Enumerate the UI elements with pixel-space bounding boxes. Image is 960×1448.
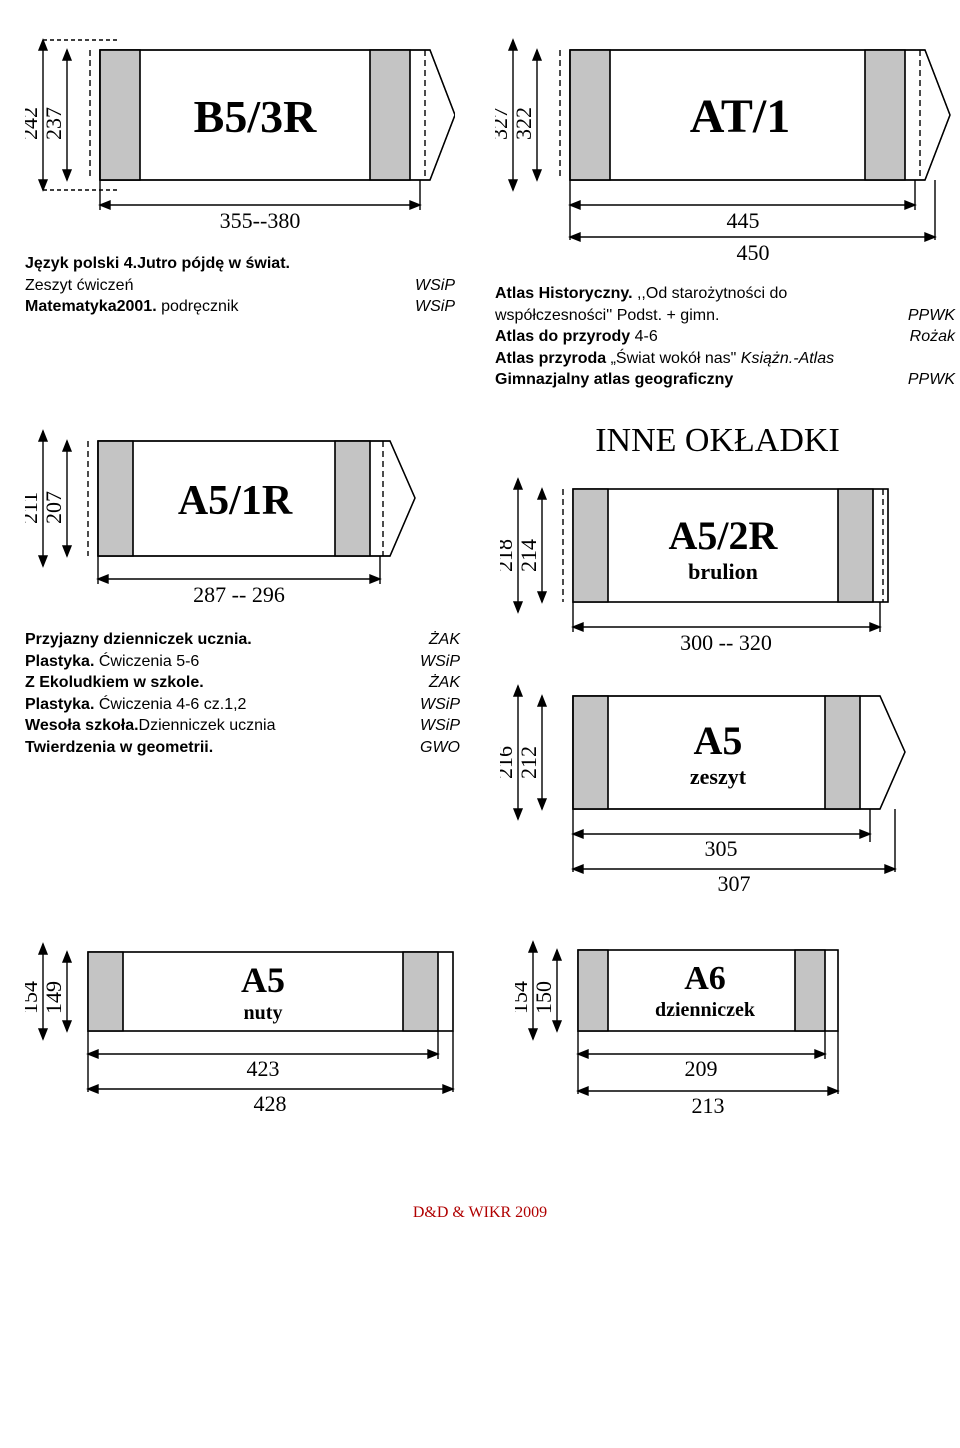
dim-w-inner: 209 [685, 1056, 718, 1081]
publisher: GWO [420, 737, 460, 759]
dim-h-outer: 154 [515, 981, 532, 1014]
text-row: Plastyka. Ćwiczenia 5-6 WSiP [25, 651, 460, 673]
book-title: Zeszyt ćwiczeń [25, 275, 133, 297]
dim-h-outer: 242 [25, 107, 42, 140]
text-block-left-2: Przyjazny dzienniczek ucznia. ŻAK Plastyk… [25, 629, 460, 759]
cover-label: A5 [241, 960, 285, 1000]
book-title: Plastyka. Ćwiczenia 5-6 [25, 651, 199, 673]
row-1: 242 237 [25, 30, 935, 391]
book-title: Matematyka2001. podręcznik [25, 296, 238, 318]
dim-w-inner: 423 [247, 1056, 280, 1081]
col-at-1: 327 322 [495, 30, 955, 391]
book-title: Gimnazjalny atlas geograficzny [495, 369, 733, 391]
text-row: Plastyka. Ćwiczenia 4-6 cz.1,2 WSiP [25, 694, 460, 716]
cover-sublabel: brulion [688, 559, 758, 584]
publisher: WSiP [420, 651, 460, 673]
dim-w-outer: 428 [254, 1091, 287, 1114]
cover-label: A6 [684, 960, 726, 997]
text-row: Język polski 4.Jutro pójdę w świat. [25, 253, 455, 275]
dim-w-outer: 213 [692, 1093, 725, 1118]
book-title: Plastyka. Ćwiczenia 4-6 cz.1,2 [25, 694, 246, 716]
publisher: WSiP [415, 296, 455, 318]
cover-sublabel: dzienniczek [655, 999, 756, 1021]
book-title: Z Ekoludkiem w szkole. [25, 672, 204, 694]
dim-w-inner: 287 -- 296 [193, 582, 285, 607]
text-block-left-1: Język polski 4.Jutro pójdę w świat. Zesz… [25, 253, 455, 318]
text-row: Przyjazny dzienniczek ucznia. ŻAK [25, 629, 460, 651]
book-title: Przyjazny dzienniczek ucznia. [25, 629, 252, 651]
dim-h-outer: 327 [495, 107, 512, 140]
text-row: Wesoła szkoła.Dzienniczek ucznia WSiP [25, 715, 460, 737]
dim-h-inner: 212 [516, 746, 541, 779]
row-2: 211 207 [25, 416, 935, 899]
text-row: Atlas do przyrody 4-6 Rożak [495, 326, 955, 348]
text-block-right-1: Atlas Historyczny. ,,Od starożytności do… [495, 283, 955, 391]
dim-w-outer: 450 [737, 240, 770, 265]
book-title: Wesoła szkoła.Dzienniczek ucznia [25, 715, 275, 737]
book-title: Atlas do przyrody 4-6 [495, 326, 658, 348]
publisher: PPWK [908, 369, 955, 391]
cover-label: A5/1R [178, 478, 293, 524]
cover-sublabel: nuty [244, 1002, 283, 1024]
diagram-a5-zeszyt: 216 212 A5 ze [500, 674, 920, 899]
col-a6: 154 150 A6 dzienniczek [515, 924, 935, 1124]
col-a5-nuty: 154 149 A5 nuty [25, 924, 475, 1124]
book-title: Atlas przyroda „Świat wokół nas" Książn.… [495, 348, 834, 370]
publisher: Rożak [910, 326, 955, 348]
publisher: ŻAK [429, 672, 460, 694]
dim-w-outer: 307 [718, 871, 751, 896]
text-row: Twierdzenia w geometrii. GWO [25, 737, 460, 759]
cover-label: B5/3R [194, 91, 317, 142]
text-row: Atlas przyroda „Świat wokół nas" Książn.… [495, 348, 955, 370]
cover-label: AT/1 [690, 90, 790, 143]
dim-w-inner: 355--380 [220, 208, 301, 233]
publisher: WSiP [420, 715, 460, 737]
cover-sublabel: zeszyt [690, 764, 747, 789]
publisher: PPWK [908, 305, 955, 327]
book-title: Język polski 4.Jutro pójdę w świat. [25, 253, 290, 275]
book-title: Twierdzenia w geometrii. [25, 737, 213, 759]
row-3: 154 149 A5 nuty [25, 924, 935, 1124]
dim-h-inner: 237 [41, 107, 66, 140]
diagram-b5-3r: 242 237 [25, 30, 455, 235]
diagram-at-1: 327 322 [495, 30, 955, 265]
footer: D&D & WIKR 2009 [25, 1204, 935, 1222]
dim-h-outer: 211 [25, 492, 42, 524]
publisher: WSiP [415, 275, 455, 297]
dim-h-outer: 216 [500, 746, 517, 779]
dim-h-outer: 218 [500, 539, 517, 572]
cover-label: A5 [694, 718, 743, 763]
dim-w-inner: 305 [705, 836, 738, 861]
diagram-a5-2r: 218 214 A5/2 [500, 464, 920, 659]
dim-h-inner: 214 [516, 539, 541, 572]
text-row: Atlas Historyczny. ,,Od starożytności do… [495, 283, 955, 326]
dim-h-inner: 322 [511, 107, 536, 140]
dim-w-inner: 300 -- 320 [680, 630, 772, 655]
text-row: Matematyka2001. podręcznik WSiP [25, 296, 455, 318]
dim-h-inner: 207 [41, 491, 66, 524]
publisher: WSiP [420, 694, 460, 716]
dim-h-inner: 150 [531, 981, 556, 1014]
text-row: Z Ekoludkiem w szkole. ŻAK [25, 672, 460, 694]
col-b5-3r: 242 237 [25, 30, 455, 391]
diagram-a6: 154 150 A6 dzienniczek [515, 924, 875, 1124]
section-title: INNE OKŁADKI [500, 422, 935, 460]
text-row: Zeszyt ćwiczeń WSiP [25, 275, 455, 297]
col-a5-2r: INNE OKŁADKI 218 214 [500, 416, 935, 899]
cover-label: A5/2R [669, 513, 779, 558]
diagram-a5-1r: 211 207 [25, 416, 425, 611]
text-row: Gimnazjalny atlas geograficzny PPWK [495, 369, 955, 391]
dim-h-inner: 149 [41, 981, 66, 1014]
book-title: Atlas Historyczny. ,,Od starożytności do… [495, 283, 840, 326]
diagram-a5-nuty: 154 149 A5 nuty [25, 924, 475, 1114]
col-a5-1r: 211 207 [25, 416, 460, 899]
dim-h-outer: 154 [25, 981, 42, 1014]
publisher: ŻAK [429, 629, 460, 651]
dim-w-inner: 445 [727, 208, 760, 233]
